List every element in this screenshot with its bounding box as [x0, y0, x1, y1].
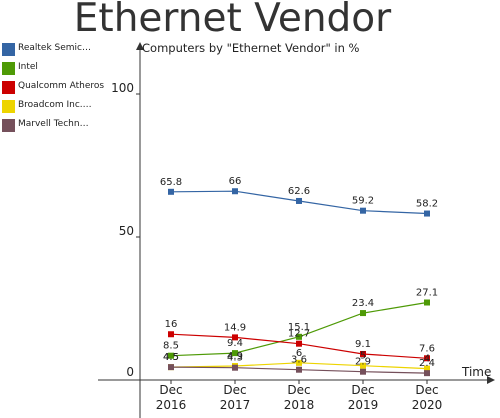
legend: Realtek Semic… Intel Qualcomm Atheros Broad…	[2, 41, 137, 136]
legend-swatch	[2, 62, 15, 75]
legend-label: Broadcom Inc.…	[18, 100, 92, 110]
data-label-broadcom-inc-4: 4	[424, 354, 430, 365]
x-tick-label-dec-2018: Dec 2018	[284, 383, 315, 412]
data-label-intel-1: 9.4	[227, 338, 243, 349]
data-point-qualcomm-atheros-1	[232, 334, 238, 341]
data-label-realtek-semic-0: 65.8	[160, 177, 182, 188]
data-label-marvell-techn-3: 2.9	[355, 357, 371, 368]
legend-label: Intel	[18, 62, 38, 72]
data-point-qualcomm-atheros-3	[360, 350, 366, 357]
data-label-intel-2: 15.1	[288, 322, 310, 333]
y-tick-label-50: 50	[119, 224, 134, 238]
data-point-broadcom-inc-3	[360, 362, 366, 369]
data-label-marvell-techn-0: 4.5	[163, 352, 179, 363]
data-label-broadcom-inc-1: 4.9	[227, 351, 243, 362]
data-point-qualcomm-atheros-2	[296, 340, 302, 347]
y-tick-label-100: 100	[111, 81, 134, 95]
data-label-marvell-techn-2: 3.6	[291, 355, 307, 366]
legend-item-broadcom-inc: Broadcom Inc.…	[2, 98, 137, 117]
data-label-realtek-semic-1: 66	[229, 176, 242, 187]
data-label-realtek-semic-4: 58.2	[416, 199, 438, 210]
data-point-qualcomm-atheros-0	[168, 331, 174, 338]
legend-item-realtek-semic: Realtek Semic…	[2, 41, 137, 60]
data-point-intel-0	[168, 352, 174, 359]
data-point-realtek-semic-2	[296, 197, 302, 204]
data-label-qualcomm-atheros-3: 9.1	[355, 339, 371, 350]
data-label-marvell-techn-4: 2.4	[419, 358, 435, 369]
legend-item-marvell-techn: Marvell Techn…	[2, 117, 137, 136]
data-point-realtek-semic-4	[424, 210, 430, 217]
data-label-qualcomm-atheros-4: 7.6	[419, 343, 435, 354]
legend-label: Realtek Semic…	[18, 43, 92, 53]
data-point-marvell-techn-1	[232, 364, 238, 371]
legend-swatch	[2, 81, 15, 94]
data-label-intel-0: 8.5	[163, 341, 179, 352]
data-point-marvell-techn-3	[360, 368, 366, 375]
data-point-intel-3	[360, 310, 366, 317]
legend-label: Qualcomm Atheros	[18, 81, 105, 91]
data-point-broadcom-inc-4	[424, 365, 430, 372]
data-point-realtek-semic-3	[360, 207, 366, 214]
data-label-realtek-semic-2: 62.6	[288, 186, 310, 197]
legend-item-intel: Intel	[2, 60, 137, 79]
data-label-broadcom-inc-3: 5	[360, 351, 366, 362]
legend-swatch	[2, 100, 15, 113]
y-tick-label-0: 0	[126, 365, 134, 379]
chart-title: Ethernet Vendor	[73, 0, 392, 41]
x-tick-label-dec-2019: Dec 2019	[348, 383, 379, 412]
legend-item-qualcomm-atheros: Qualcomm Atheros	[2, 79, 137, 98]
data-point-intel-4	[424, 299, 430, 306]
data-point-marvell-techn-4	[424, 370, 430, 377]
x-tick-label-dec-2020: Dec 2020	[412, 383, 443, 412]
data-label-qualcomm-atheros-1: 14.9	[224, 322, 246, 333]
data-label-qualcomm-atheros-2: 12.7	[288, 329, 310, 340]
data-label-broadcom-inc-0: 4.5	[163, 352, 179, 363]
legend-label: Marvell Techn…	[18, 119, 89, 129]
data-point-marvell-techn-0	[168, 364, 174, 371]
data-label-qualcomm-atheros-0: 16	[165, 319, 178, 330]
data-point-intel-2	[296, 333, 302, 340]
data-point-realtek-semic-0	[168, 188, 174, 195]
data-label-intel-4: 27.1	[416, 287, 438, 298]
x-tick-label-dec-2016: Dec 2016	[156, 383, 187, 412]
data-label-marvell-techn-1: 4.3	[227, 353, 243, 364]
x-tick-label-dec-2017: Dec 2017	[220, 383, 251, 412]
x-axis-label: Time	[461, 365, 491, 379]
data-label-broadcom-inc-2: 6	[296, 348, 302, 359]
data-label-intel-3: 23.4	[352, 298, 374, 309]
chart-subtitle: Computers by "Ethernet Vendor" in %	[142, 41, 360, 55]
y-axis-arrow	[136, 42, 144, 50]
data-point-intel-1	[232, 350, 238, 357]
data-point-realtek-semic-1	[232, 188, 238, 195]
legend-swatch	[2, 43, 15, 56]
data-label-realtek-semic-3: 59.2	[352, 196, 374, 207]
x-axis-arrow	[487, 376, 495, 384]
data-point-qualcomm-atheros-4	[424, 355, 430, 362]
legend-swatch	[2, 119, 15, 132]
data-point-broadcom-inc-2	[296, 359, 302, 366]
data-point-marvell-techn-2	[296, 366, 302, 373]
